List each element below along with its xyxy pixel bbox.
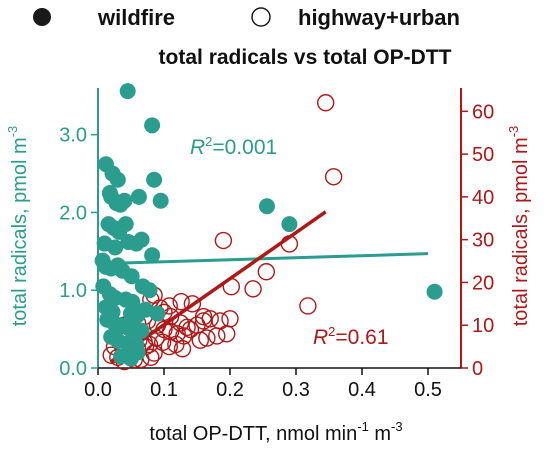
- wildfire-point: [119, 83, 136, 100]
- left-y-ticks: 0.0 1.0 2.0 3.0: [59, 125, 98, 380]
- highway-urban-point: [221, 310, 239, 328]
- highway-urban-point: [168, 325, 186, 343]
- left-y-axis-label: total radicals, pmol m-3: [5, 126, 31, 327]
- highway-urban-point: [324, 168, 343, 186]
- legend-urban-marker: [251, 7, 271, 27]
- highway-urban-point: [181, 320, 200, 339]
- highway-urban-point: [244, 280, 262, 298]
- r2-wildfire-prefix: R: [190, 136, 205, 159]
- wildfire-point: [117, 216, 134, 233]
- x-axis-label: total OP-DTT, nmol min-1 m-3: [149, 419, 402, 445]
- wildfire-point: [258, 198, 275, 215]
- x-axis-label-sup1: -1: [357, 419, 369, 434]
- x-tick-label: 0.3: [282, 379, 310, 401]
- x-tick-label: 0.1: [150, 379, 178, 401]
- left-y-axis-label-base: total radicals, pmol m: [9, 137, 31, 326]
- r2-urban-value: =0.61: [335, 326, 388, 349]
- wildfire-point: [141, 282, 158, 299]
- wildfire-point: [149, 305, 166, 322]
- highway-urban-point: [183, 295, 202, 313]
- wildfire-point: [120, 234, 137, 250]
- highway-urban-point: [173, 340, 192, 358]
- highway-urban-point: [172, 292, 190, 311]
- wildfire-point: [123, 268, 140, 285]
- right-y-tick-label: 10: [472, 315, 494, 337]
- x-axis-label-sup2: -3: [391, 419, 403, 434]
- wildfire-point: [129, 344, 146, 361]
- highway-urban-point: [178, 318, 196, 337]
- highway-urban-point: [160, 297, 178, 315]
- right-y-tick-label: 30: [472, 230, 494, 252]
- highway-urban-point: [317, 94, 335, 112]
- left-y-tick-label: 3.0: [59, 125, 87, 147]
- wildfire-point: [116, 192, 133, 209]
- x-tick-label: 0.4: [348, 379, 376, 401]
- x-axis-label-mid: m: [369, 423, 391, 445]
- legend-urban-label: highway+urban: [298, 5, 460, 30]
- series-wildfire: [94, 83, 443, 367]
- x-tick-label: 0.2: [216, 379, 244, 401]
- highway-urban-point: [198, 329, 216, 347]
- right-y-tick-label: 60: [472, 101, 494, 123]
- r2-urban-sup: 2: [328, 324, 335, 339]
- x-tick-label: 0.5: [414, 379, 442, 401]
- legend-wildfire-label: wildfire: [97, 5, 175, 30]
- highway-urban-point: [201, 310, 219, 328]
- left-y-axis-label-sup: -3: [5, 126, 20, 138]
- right-y-tick-label: 0: [472, 358, 483, 380]
- legend-wildfire-marker: [33, 8, 51, 26]
- wildfire-point: [133, 231, 150, 248]
- wildfire-point: [109, 171, 126, 188]
- right-y-axis-label-base: total radicals, pmol m: [510, 137, 532, 326]
- wildfire-point: [281, 216, 298, 233]
- r2-wildfire-annotation: R2=0.001: [190, 134, 277, 159]
- highway-urban-point: [280, 235, 299, 253]
- right-y-tick-label: 40: [472, 187, 494, 209]
- highway-urban-point: [257, 263, 275, 281]
- x-axis-label-base: total OP-DTT, nmol min: [149, 423, 357, 445]
- wildfire-point: [107, 239, 124, 256]
- right-y-axis-label: total radicals, pmol m-3: [506, 126, 532, 327]
- right-y-ticks: 0 10 20 30 40 50 60: [461, 101, 494, 380]
- wildfire-point: [146, 171, 163, 188]
- highway-urban-point: [217, 325, 236, 343]
- x-ticks: 0.0 0.1 0.2 0.3 0.4 0.5: [84, 368, 442, 401]
- highway-urban-point: [191, 331, 210, 349]
- wildfire-point: [124, 293, 141, 310]
- r2-urban-prefix: R: [313, 326, 328, 349]
- chart-title: total radicals vs total OP-DTT: [159, 46, 452, 69]
- right-y-axis-label-sup: -3: [506, 126, 521, 138]
- wildfire-point: [152, 192, 169, 209]
- right-y-tick-label: 50: [472, 144, 494, 166]
- highway-urban-point: [222, 278, 241, 296]
- left-y-tick-label: 2.0: [59, 202, 87, 224]
- highway-urban-point: [214, 231, 233, 250]
- legend: wildfire highway+urban: [33, 5, 460, 30]
- wildfire-point: [130, 188, 147, 205]
- x-tick-label: 0.0: [84, 379, 112, 401]
- r2-wildfire-sup: 2: [205, 134, 212, 149]
- highway-urban-point: [208, 327, 226, 345]
- left-y-tick-label: 1.0: [59, 280, 87, 302]
- r2-wildfire-value: =0.001: [212, 136, 277, 159]
- wildfire-point: [144, 117, 161, 134]
- right-y-tick-label: 20: [472, 272, 494, 294]
- highway-urban-point: [299, 297, 317, 315]
- wildfire-point: [144, 247, 161, 264]
- highway-urban-point: [160, 337, 178, 356]
- r2-urban-annotation: R2=0.61: [313, 324, 389, 349]
- left-y-tick-label: 0.0: [59, 358, 87, 380]
- highway-urban-point: [194, 307, 213, 326]
- wildfire-point: [133, 322, 150, 339]
- wildfire-point: [426, 283, 443, 300]
